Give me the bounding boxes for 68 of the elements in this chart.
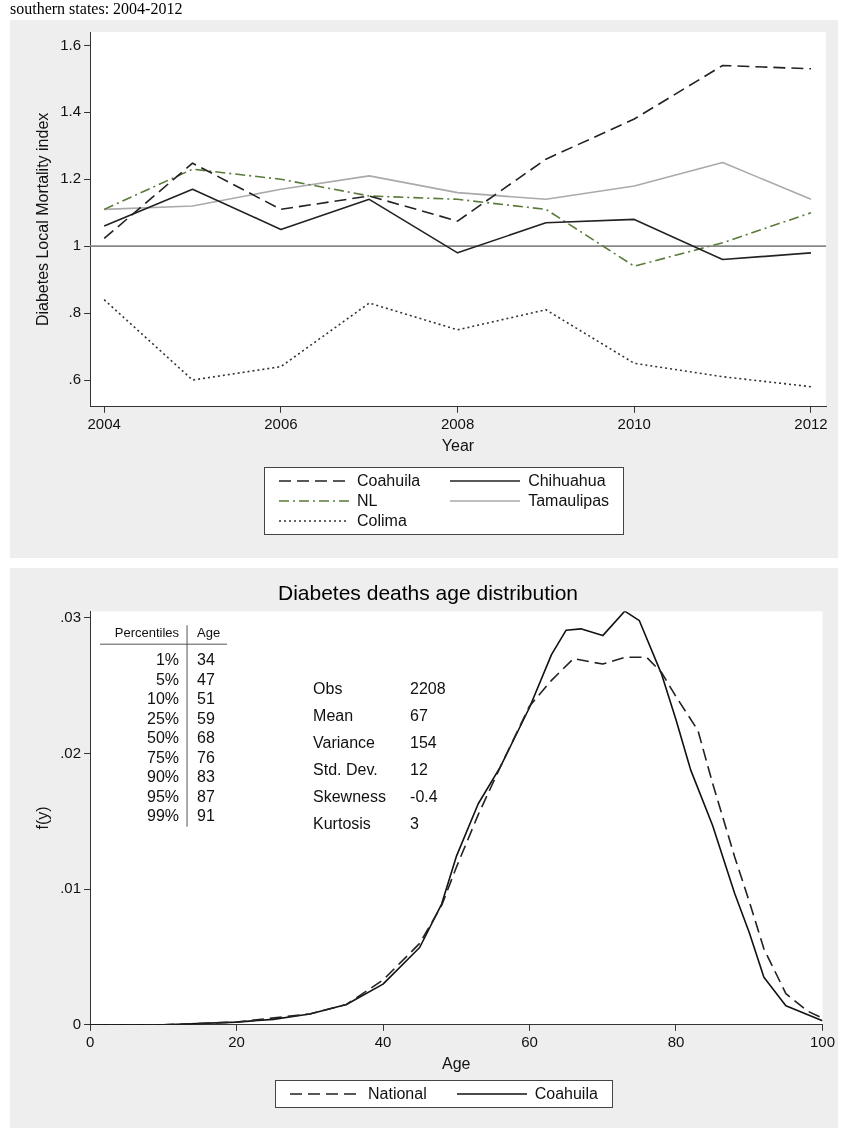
x-tick-label: 100	[809, 1032, 835, 1050]
line-series	[103, 298, 812, 388]
annotation: 10%	[147, 690, 180, 708]
annotation: 34	[197, 651, 215, 669]
y-tick-label: .03	[60, 608, 82, 626]
y-tick-label: 0	[72, 1014, 82, 1032]
annotation: 51	[197, 690, 215, 708]
annotation: 2208	[410, 679, 446, 697]
chart-title: Diabetes deaths age distribution	[277, 581, 579, 605]
annotation: 25%	[147, 709, 180, 727]
x-tick-label: 80	[667, 1032, 685, 1050]
annotation: 87	[197, 787, 215, 805]
y-tick-label: 1.2	[60, 169, 82, 187]
y-axis-title: f(y)	[34, 806, 52, 830]
y-tick-label: .6	[68, 370, 82, 388]
legend-label: Coahuila	[534, 1085, 598, 1103]
x-tick-label: 2006	[264, 414, 298, 432]
x-tick-label: 2008	[440, 414, 475, 432]
annotation: 47	[197, 670, 215, 688]
y-tick-label: .01	[60, 879, 82, 897]
x-tick-label: 2012	[794, 414, 828, 432]
x-tick-label: 20	[228, 1032, 245, 1050]
y-tick-label: .8	[68, 303, 82, 321]
annotation: 76	[197, 748, 215, 766]
y-tick-label: 1.4	[60, 102, 82, 120]
annotation: 50%	[147, 729, 180, 747]
annotation: 83	[197, 768, 215, 786]
annotation: 68	[197, 729, 215, 747]
annotation: 75%	[147, 748, 180, 766]
annotation: Percentiles	[114, 624, 180, 640]
x-axis-title: Age	[442, 1054, 471, 1072]
annotation: Skewness	[313, 787, 386, 805]
annotation: Std. Dev.	[313, 760, 378, 778]
chart-title: southern states: 2004-2012	[10, 0, 183, 18]
x-tick-label: 60	[521, 1032, 538, 1050]
legend-label: Tamaulipas	[528, 492, 610, 510]
annotation: 91	[197, 807, 215, 825]
annotation: Variance	[313, 733, 376, 751]
annotation: 90%	[147, 768, 180, 786]
annotation: -0.4	[410, 787, 438, 805]
annotation: 3	[410, 814, 420, 832]
annotation: Mean	[313, 706, 354, 724]
legend-label: Chihuahua	[528, 472, 606, 490]
y-tick-label: 1	[72, 236, 82, 254]
annotation: 67	[410, 706, 428, 724]
annotation: 1%	[155, 651, 180, 669]
x-tick-label: 2010	[617, 414, 651, 432]
x-tick-label: 2004	[87, 414, 121, 432]
legend-label: Coahuila	[357, 472, 421, 490]
x-axis-title: Year	[441, 436, 475, 454]
x-tick-label: 0	[85, 1032, 95, 1050]
annotation: 154	[410, 733, 437, 751]
annotation: Age	[197, 624, 221, 640]
y-tick-label: .02	[60, 743, 82, 761]
annotation: 59	[197, 709, 215, 727]
annotation: 95%	[147, 787, 180, 805]
legend-label: Colima	[357, 512, 407, 530]
line-series	[103, 168, 812, 268]
legend-label: NL	[357, 492, 378, 510]
annotation: 5%	[155, 670, 180, 688]
y-tick-label: 1.6	[60, 35, 82, 53]
x-tick-label: 40	[374, 1032, 392, 1050]
annotation: 99%	[147, 807, 180, 825]
y-axis-title: Diabetes Local Mortality index	[34, 112, 52, 327]
annotation: Obs	[313, 679, 343, 697]
legend-label: National	[368, 1085, 427, 1103]
annotation: 12	[410, 760, 428, 778]
annotation: Kurtosis	[313, 814, 371, 832]
